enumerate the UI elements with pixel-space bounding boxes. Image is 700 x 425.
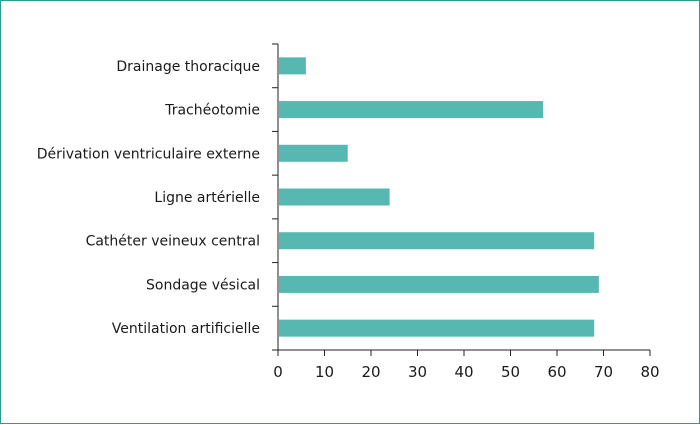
bars-group: [279, 57, 599, 337]
category-label-2: Dérivation ventriculaire externe: [37, 146, 260, 162]
bar-6: [279, 319, 595, 337]
x-tick-label-0: 0: [273, 363, 283, 381]
x-tick-label-1: 10: [315, 363, 334, 381]
x-tick-labels-group: 0 10 20 30 40 50 60 70 80: [273, 363, 659, 381]
bar-4: [279, 232, 595, 250]
x-tick-label-3: 30: [408, 363, 427, 381]
bar-0: [279, 57, 306, 75]
bar-1: [279, 101, 544, 119]
x-tick-label-2: 20: [361, 363, 380, 381]
x-tick-label-7: 70: [594, 363, 613, 381]
x-tick-label-6: 60: [547, 363, 566, 381]
category-labels-group: Drainage thoracique Trachéotomie Dérivatio…: [37, 59, 260, 337]
bar-5: [279, 275, 599, 293]
category-label-6: Ventilation artificielle: [112, 321, 260, 337]
axes-group: [272, 43, 651, 356]
bar-3: [279, 188, 390, 206]
x-tick-label-8: 80: [640, 363, 659, 381]
x-tick-label-4: 40: [454, 363, 473, 381]
category-label-4: Cathéter veineux central: [86, 234, 260, 250]
category-label-1: Trachéotomie: [164, 103, 260, 119]
category-label-5: Sondage vésical: [146, 277, 260, 293]
category-label-0: Drainage thoracique: [116, 59, 260, 75]
bar-2: [279, 144, 348, 162]
category-label-3: Ligne artérielle: [154, 190, 260, 206]
x-tick-label-5: 50: [501, 363, 520, 381]
